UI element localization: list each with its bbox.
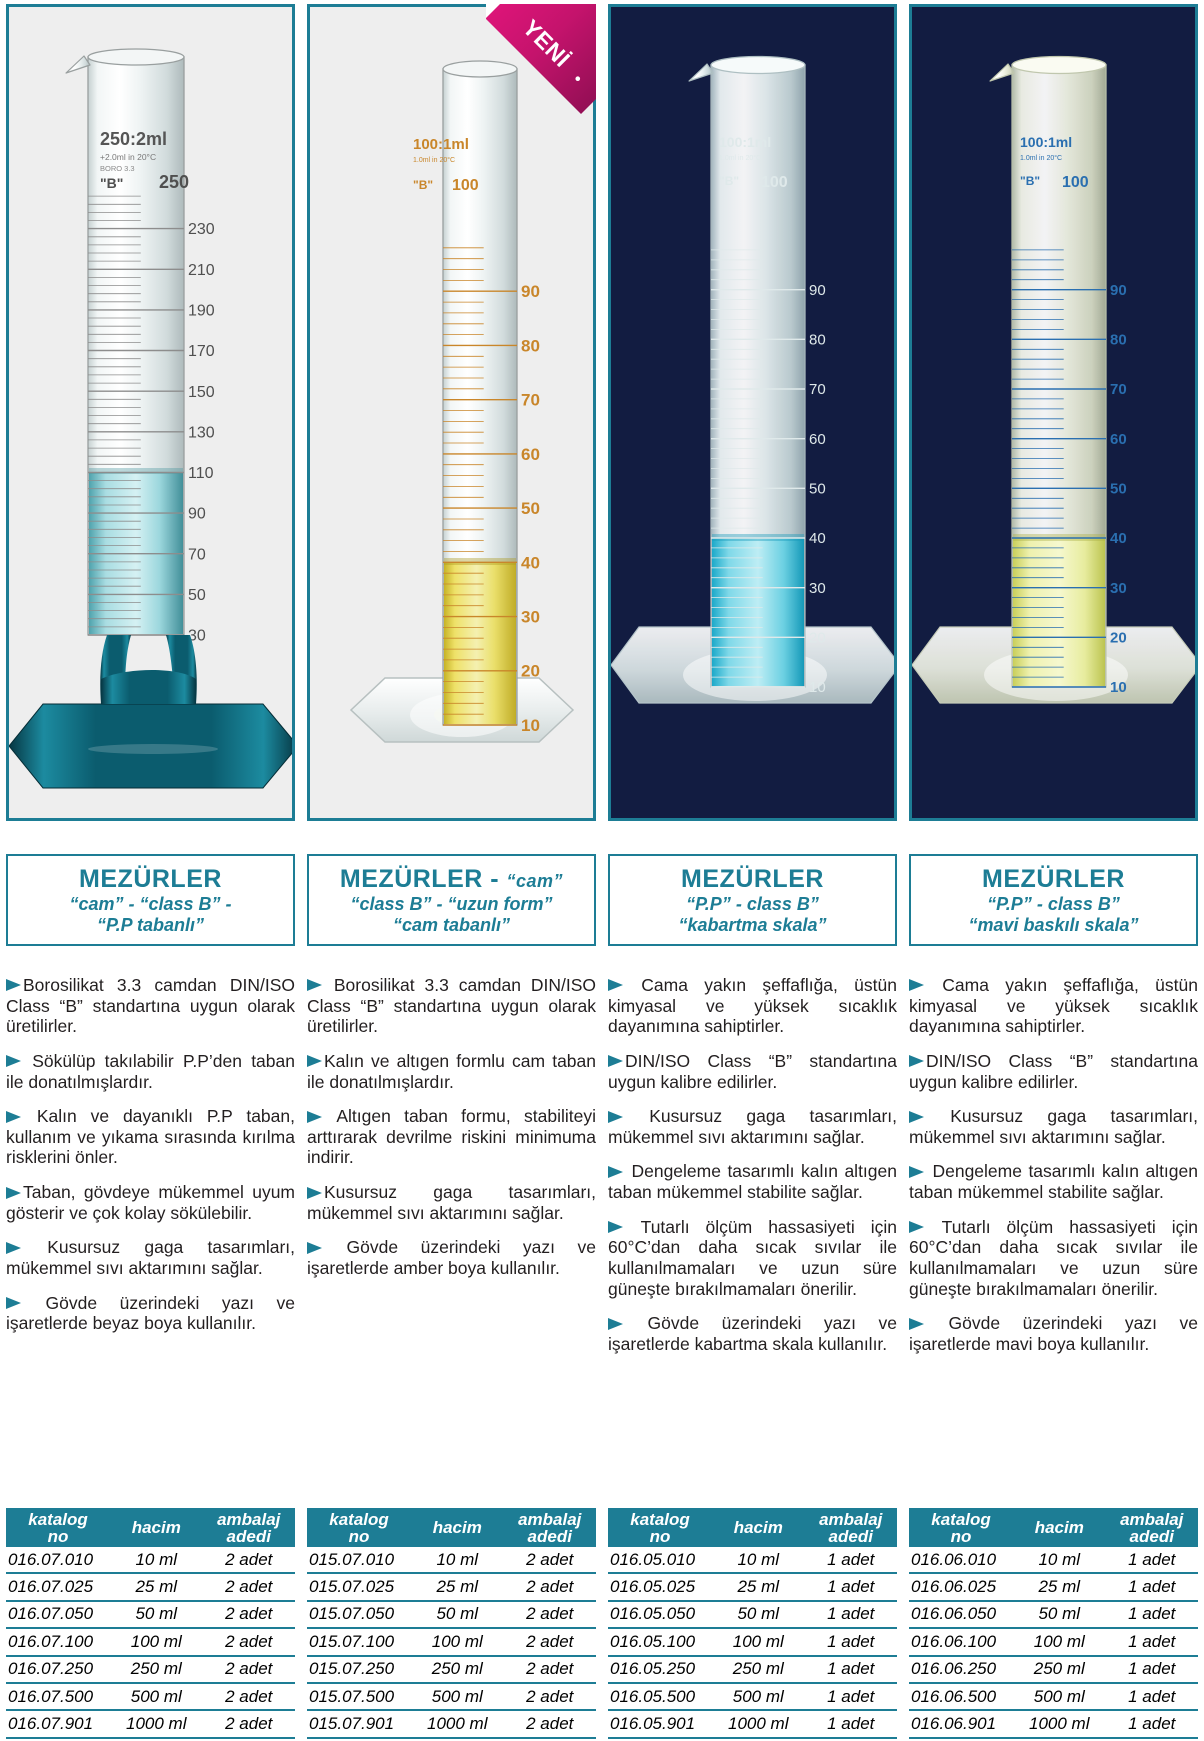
svg-text:100: 100	[1062, 174, 1089, 191]
svg-text:90: 90	[521, 282, 540, 301]
svg-text:250:2ml: 250:2ml	[100, 129, 167, 149]
svg-text:210: 210	[188, 262, 215, 279]
svg-text:70: 70	[521, 391, 540, 410]
svg-text:30: 30	[809, 580, 826, 597]
svg-text:150: 150	[188, 384, 215, 401]
svg-text:1.0ml in 20°C: 1.0ml in 20°C	[719, 154, 761, 162]
svg-text:10: 10	[1110, 679, 1127, 696]
svg-text:90: 90	[188, 506, 206, 523]
svg-text:20: 20	[809, 630, 826, 647]
svg-text:230: 230	[188, 221, 215, 238]
svg-text:"B": "B"	[719, 174, 739, 188]
svg-text:1.0ml in 20°C: 1.0ml in 20°C	[1020, 154, 1062, 162]
svg-text:10: 10	[809, 679, 826, 696]
svg-text:50: 50	[1110, 481, 1127, 498]
svg-text:70: 70	[1110, 381, 1127, 398]
svg-text:70: 70	[809, 381, 826, 398]
svg-text:30: 30	[521, 608, 540, 627]
svg-text:50: 50	[188, 587, 206, 604]
svg-text:10: 10	[521, 716, 540, 735]
svg-text:50: 50	[521, 499, 540, 518]
svg-text:90: 90	[809, 282, 826, 299]
svg-text:110: 110	[188, 465, 214, 482]
svg-text:60: 60	[1110, 431, 1127, 448]
svg-text:20: 20	[1110, 630, 1127, 647]
svg-text:40: 40	[809, 530, 826, 547]
svg-text:80: 80	[1110, 332, 1127, 349]
svg-text:60: 60	[809, 431, 826, 448]
svg-text:1.0ml in 20°C: 1.0ml in 20°C	[413, 156, 455, 164]
svg-text:80: 80	[809, 332, 826, 349]
svg-text:100: 100	[452, 177, 479, 194]
svg-text:30: 30	[1110, 580, 1127, 597]
svg-text:+2.0ml in 20°C: +2.0ml in 20°C	[100, 152, 156, 162]
svg-text:90: 90	[1110, 282, 1127, 299]
svg-text:"B": "B"	[1020, 174, 1040, 188]
svg-text:70: 70	[188, 546, 206, 563]
svg-text:"B": "B"	[100, 175, 123, 191]
svg-text:100:1ml: 100:1ml	[1020, 134, 1072, 150]
svg-text:190: 190	[188, 303, 215, 320]
svg-text:130: 130	[188, 424, 215, 441]
svg-text:"B": "B"	[413, 178, 433, 192]
svg-text:80: 80	[521, 336, 540, 355]
svg-text:250: 250	[159, 172, 189, 192]
svg-text:100: 100	[761, 174, 788, 191]
svg-text:50: 50	[809, 481, 826, 498]
svg-text:170: 170	[188, 343, 215, 360]
svg-text:BORO 3.3: BORO 3.3	[100, 164, 135, 173]
svg-text:40: 40	[521, 553, 540, 572]
svg-text:100:1ml: 100:1ml	[719, 134, 771, 150]
svg-text:40: 40	[1110, 530, 1127, 547]
svg-text:60: 60	[521, 445, 540, 464]
svg-text:20: 20	[521, 662, 540, 681]
svg-text:100:1ml: 100:1ml	[413, 136, 469, 153]
